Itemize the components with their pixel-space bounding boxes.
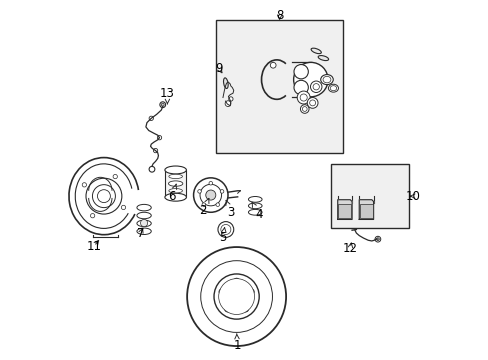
- Circle shape: [248, 289, 254, 294]
- Circle shape: [205, 190, 215, 200]
- Circle shape: [302, 107, 306, 111]
- Circle shape: [233, 278, 239, 284]
- Circle shape: [376, 238, 379, 240]
- Text: 4: 4: [251, 202, 262, 221]
- Circle shape: [310, 81, 321, 93]
- Ellipse shape: [248, 203, 262, 209]
- Circle shape: [293, 62, 327, 97]
- Circle shape: [187, 247, 285, 346]
- Circle shape: [243, 306, 248, 312]
- Circle shape: [200, 184, 221, 206]
- Ellipse shape: [168, 174, 182, 179]
- Bar: [330, 164, 408, 228]
- Circle shape: [228, 97, 233, 101]
- Circle shape: [216, 203, 219, 206]
- Text: 7: 7: [137, 227, 144, 240]
- Circle shape: [220, 190, 224, 193]
- Circle shape: [197, 190, 201, 193]
- Ellipse shape: [164, 166, 186, 174]
- Circle shape: [224, 306, 230, 312]
- Circle shape: [293, 80, 308, 95]
- Circle shape: [374, 236, 380, 242]
- Text: 2: 2: [199, 198, 208, 217]
- Circle shape: [221, 225, 230, 234]
- Circle shape: [97, 190, 110, 203]
- Circle shape: [218, 279, 254, 315]
- Bar: [359, 204, 372, 219]
- Polygon shape: [337, 200, 351, 220]
- Ellipse shape: [137, 212, 151, 219]
- Ellipse shape: [318, 55, 328, 60]
- Ellipse shape: [320, 75, 333, 85]
- Text: 8: 8: [275, 9, 283, 22]
- Bar: [164, 170, 186, 197]
- Circle shape: [270, 62, 276, 68]
- Circle shape: [224, 101, 230, 107]
- Ellipse shape: [328, 84, 338, 92]
- Circle shape: [312, 84, 319, 90]
- Circle shape: [161, 103, 164, 106]
- Circle shape: [90, 213, 95, 218]
- Ellipse shape: [168, 189, 182, 193]
- Text: 13: 13: [160, 87, 175, 104]
- Ellipse shape: [137, 228, 151, 234]
- Circle shape: [309, 100, 315, 106]
- Ellipse shape: [223, 78, 228, 89]
- Circle shape: [202, 203, 205, 206]
- Text: 1: 1: [233, 334, 241, 352]
- Text: 9: 9: [215, 62, 223, 75]
- Circle shape: [92, 185, 115, 208]
- Circle shape: [153, 148, 158, 153]
- Circle shape: [227, 288, 245, 306]
- Circle shape: [300, 105, 308, 113]
- Ellipse shape: [164, 193, 186, 201]
- Text: 12: 12: [342, 242, 357, 255]
- Ellipse shape: [137, 220, 151, 226]
- Text: 10: 10: [405, 190, 420, 203]
- Circle shape: [149, 116, 153, 121]
- Circle shape: [208, 181, 212, 185]
- Circle shape: [149, 166, 155, 172]
- Circle shape: [140, 220, 147, 226]
- Circle shape: [306, 98, 317, 108]
- Polygon shape: [359, 200, 373, 220]
- Ellipse shape: [248, 197, 262, 202]
- Ellipse shape: [323, 76, 330, 83]
- Circle shape: [297, 91, 309, 104]
- Text: 6: 6: [168, 184, 176, 203]
- Bar: [338, 204, 350, 219]
- Circle shape: [293, 64, 308, 79]
- Circle shape: [214, 274, 259, 319]
- Circle shape: [82, 183, 86, 187]
- Text: 3: 3: [225, 200, 234, 219]
- Text: 5: 5: [219, 228, 226, 244]
- Circle shape: [157, 135, 162, 140]
- Circle shape: [218, 222, 233, 237]
- Text: 11: 11: [86, 240, 101, 253]
- Circle shape: [160, 102, 165, 108]
- Circle shape: [193, 178, 227, 212]
- Circle shape: [113, 175, 117, 179]
- Ellipse shape: [168, 181, 183, 186]
- Circle shape: [121, 205, 125, 210]
- Ellipse shape: [310, 48, 321, 54]
- Ellipse shape: [137, 204, 151, 211]
- Circle shape: [219, 289, 224, 294]
- Ellipse shape: [248, 210, 262, 215]
- Bar: [215, 21, 343, 153]
- Circle shape: [201, 261, 272, 332]
- Circle shape: [300, 94, 306, 101]
- Ellipse shape: [329, 86, 336, 91]
- Circle shape: [86, 178, 122, 214]
